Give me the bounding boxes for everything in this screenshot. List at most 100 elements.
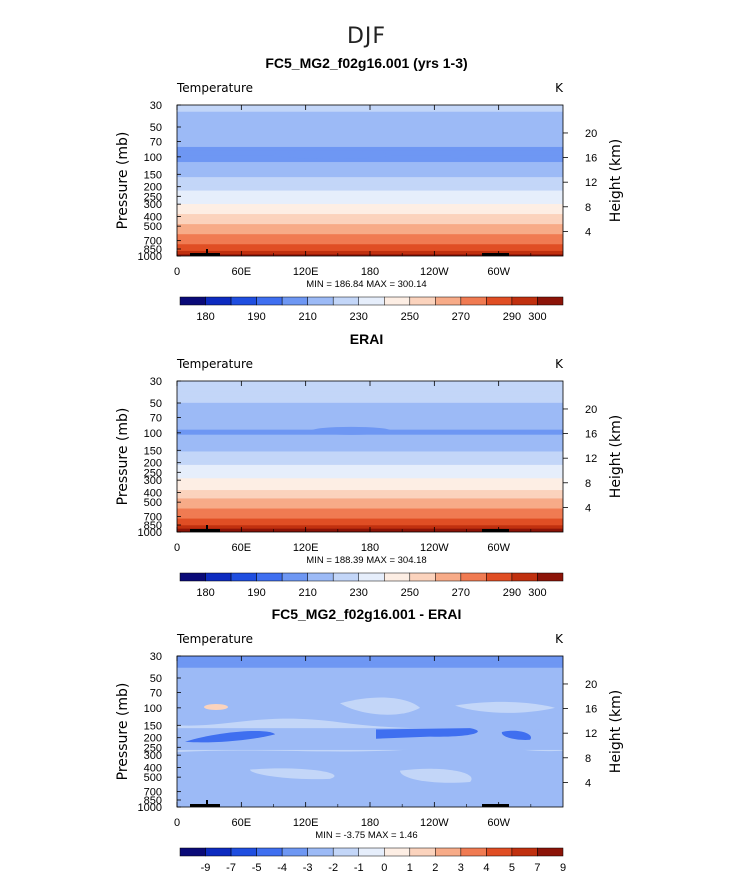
field-band xyxy=(177,143,563,146)
field-band xyxy=(177,200,563,203)
figure-title: DJF xyxy=(347,24,386,49)
field-band xyxy=(177,731,563,734)
colorbar-label: 230 xyxy=(350,311,368,323)
y2-axis-label: Height (km) xyxy=(608,139,624,222)
x-tick-label: 60W xyxy=(487,542,510,554)
field-band xyxy=(177,434,563,437)
field-band xyxy=(177,444,563,448)
field-band xyxy=(177,120,563,123)
field-band xyxy=(177,677,563,681)
field-band xyxy=(177,227,563,230)
colorbar-label: 1 xyxy=(407,862,413,872)
field-band xyxy=(177,170,563,173)
field-band xyxy=(177,392,563,396)
colorbar-swatch xyxy=(435,572,462,582)
colorbar-swatch xyxy=(537,296,564,306)
height-tick-label: 12 xyxy=(585,177,597,189)
field-band xyxy=(177,681,563,684)
field-band xyxy=(177,407,563,411)
field-band xyxy=(177,140,563,143)
panel-title: FC5_MG2_f02g16.001 (yrs 1-3) xyxy=(265,55,467,71)
field-band xyxy=(177,404,563,407)
topography xyxy=(206,249,208,256)
field-band xyxy=(177,245,563,249)
panel-title: FC5_MG2_f02g16.001 - ERAI xyxy=(272,606,462,622)
field-band xyxy=(177,401,563,404)
variable-label: Temperature xyxy=(176,81,253,95)
field-band xyxy=(177,466,563,469)
field-band xyxy=(177,412,563,416)
y-tick-label: 70 xyxy=(150,687,162,699)
colorbar-swatch xyxy=(281,847,308,857)
min-max-stats: MIN = -3.75 MAX = 1.46 xyxy=(315,830,417,841)
field-band xyxy=(177,424,563,427)
colorbar-swatch xyxy=(281,296,308,306)
field-band xyxy=(177,192,563,195)
colorbar-label: -4 xyxy=(277,862,287,872)
colorbar-swatch xyxy=(230,296,257,306)
colorbar-label: 290 xyxy=(503,311,521,323)
field-band xyxy=(177,214,563,217)
y-tick-label: 150 xyxy=(144,445,162,457)
y-tick-label: 200 xyxy=(144,182,162,194)
colorbar-swatch xyxy=(511,572,538,582)
field-band xyxy=(177,150,563,153)
height-tick-label: 12 xyxy=(585,453,597,465)
min-max-stats: MIN = 186.84 MAX = 300.14 xyxy=(306,279,426,290)
y-tick-label: 400 xyxy=(144,488,162,500)
diff-region xyxy=(376,728,478,739)
field-band xyxy=(177,478,563,481)
field-band xyxy=(177,505,563,508)
colorbar-swatch xyxy=(205,847,232,857)
y-tick-label: 250 xyxy=(144,467,162,479)
field-band xyxy=(177,387,563,390)
field-band xyxy=(177,219,563,222)
colorbar-swatch xyxy=(511,296,538,306)
cold-core xyxy=(450,150,467,159)
colorbar-swatch xyxy=(307,847,334,857)
x-tick-label: 120W xyxy=(420,817,449,829)
diff-warm-spot xyxy=(204,703,228,710)
field-band xyxy=(177,491,563,495)
units-label: K xyxy=(555,632,564,646)
field-band xyxy=(177,146,563,150)
field-band xyxy=(177,168,563,172)
height-tick-label: 12 xyxy=(585,728,597,740)
topography xyxy=(482,804,509,807)
field-band xyxy=(177,399,563,402)
field-band xyxy=(177,125,563,128)
y-tick-label: 30 xyxy=(150,376,162,388)
field-band xyxy=(177,679,563,682)
colorbar-swatch xyxy=(460,296,487,306)
field-band xyxy=(177,195,563,198)
field-band xyxy=(177,736,563,739)
field-band xyxy=(177,220,563,224)
field-band xyxy=(177,215,563,219)
field-band xyxy=(177,237,563,240)
field-band xyxy=(177,479,563,483)
colorbar-swatch xyxy=(230,572,257,582)
field-band xyxy=(177,506,563,510)
colorbar-label: 270 xyxy=(452,587,470,599)
field-band xyxy=(177,724,563,728)
colorbar-swatch xyxy=(460,572,487,582)
diff-region xyxy=(250,768,335,780)
y-tick-label: 400 xyxy=(144,212,162,224)
field-band xyxy=(177,113,563,116)
field-band xyxy=(177,734,563,738)
field-band xyxy=(177,135,563,138)
field-band xyxy=(177,414,563,417)
field-band xyxy=(177,397,563,401)
colorbar-swatch xyxy=(384,296,411,306)
field-band xyxy=(177,501,563,505)
units-label: K xyxy=(555,81,564,95)
height-tick-label: 4 xyxy=(585,777,591,789)
field-band xyxy=(177,396,563,399)
colorbar-swatch xyxy=(205,296,232,306)
y-tick-label: 700 xyxy=(144,236,162,248)
x-tick-label: 180 xyxy=(361,542,379,554)
topography xyxy=(206,800,208,807)
field-band xyxy=(177,244,563,247)
field-band xyxy=(177,202,563,205)
field-band xyxy=(177,449,563,453)
